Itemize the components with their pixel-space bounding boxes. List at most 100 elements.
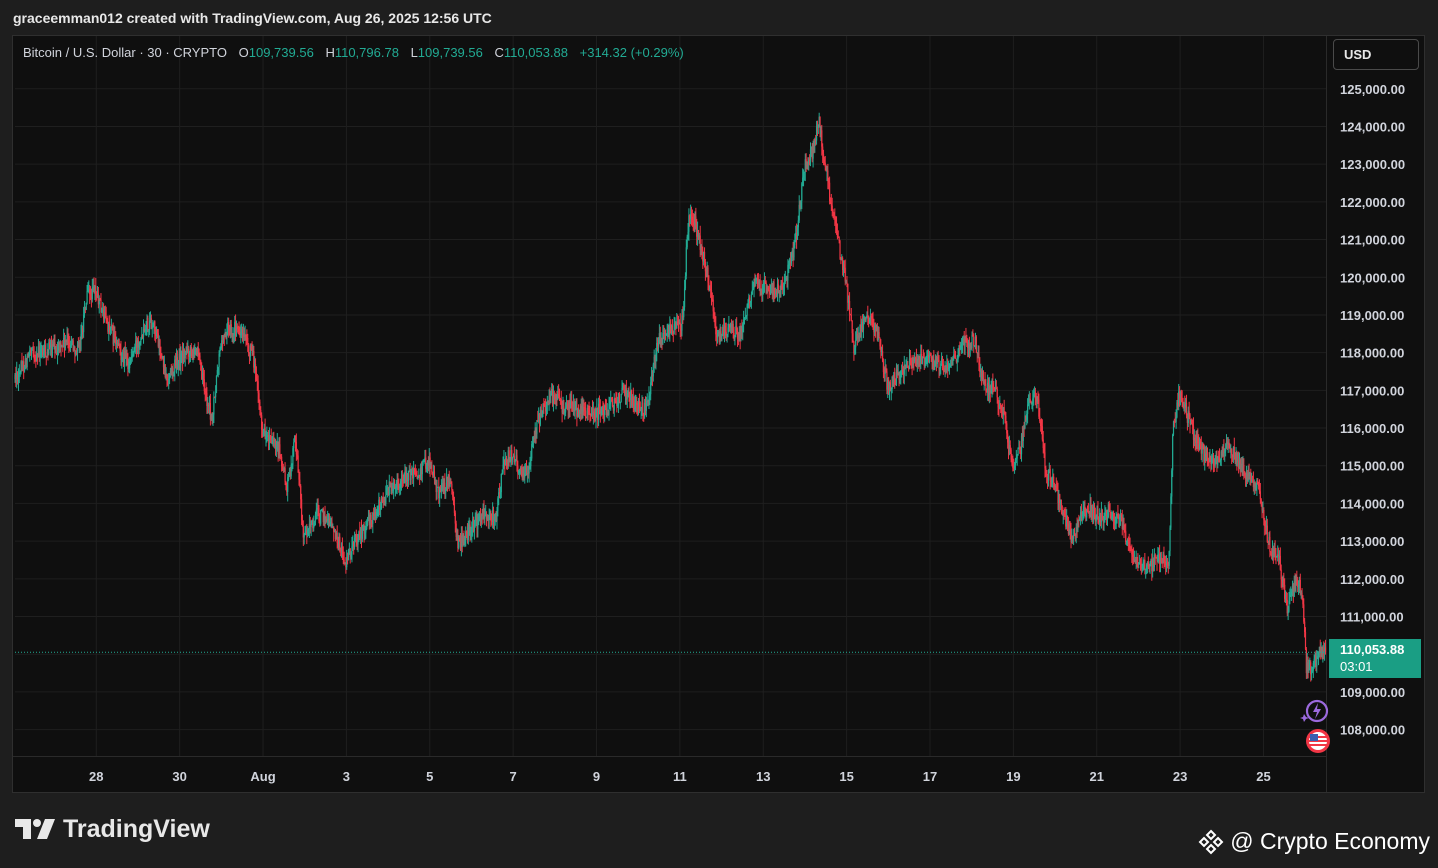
candle-body xyxy=(849,314,852,316)
symbol-label[interactable]: Bitcoin / U.S. Dollar · 30 · CRYPTO xyxy=(23,45,227,60)
candle-body xyxy=(921,353,923,358)
candle-body xyxy=(872,318,874,326)
candle-body xyxy=(802,172,805,178)
candle-body xyxy=(465,531,468,533)
candle-body xyxy=(370,515,372,521)
candle-body xyxy=(844,267,846,282)
candle-body xyxy=(1321,651,1323,654)
candle-body xyxy=(807,162,809,165)
candle-body xyxy=(488,514,490,521)
candle-body xyxy=(1174,421,1176,423)
candle-body xyxy=(424,457,426,461)
candle-body xyxy=(559,398,561,400)
candle-body xyxy=(133,347,135,355)
candle-body xyxy=(500,473,502,493)
candle-body xyxy=(1048,469,1050,471)
candle-body xyxy=(425,457,427,469)
candle-body xyxy=(364,532,366,534)
candle-body xyxy=(1213,464,1215,466)
candle-body xyxy=(127,357,129,370)
candle-body xyxy=(506,464,509,466)
lightning-event-icon[interactable] xyxy=(1300,697,1330,730)
candle-body xyxy=(336,532,338,543)
candle-body xyxy=(332,526,334,528)
candle-body xyxy=(610,400,612,404)
candle-body xyxy=(1169,527,1171,552)
candlestick-chart[interactable]: 108,000.00109,000.00110,000.00111,000.00… xyxy=(13,36,1424,792)
candle-body xyxy=(406,473,409,481)
candle-body xyxy=(1244,471,1246,476)
candle-body xyxy=(660,339,662,345)
candle-body xyxy=(1185,402,1187,408)
candle-body xyxy=(958,345,960,350)
candle-body xyxy=(994,388,996,390)
candle-body xyxy=(743,317,746,320)
candle-body xyxy=(1001,412,1004,416)
candle-body xyxy=(99,299,101,301)
candle-body xyxy=(1103,516,1105,522)
candle-body xyxy=(1067,523,1070,534)
currency-button[interactable]: USD xyxy=(1333,39,1419,70)
candle-body xyxy=(1183,404,1185,406)
candle-body xyxy=(191,350,193,356)
candle-body xyxy=(397,482,399,486)
time-tick-label: 30 xyxy=(172,769,186,784)
candle-body xyxy=(708,282,710,289)
candle-body xyxy=(343,559,345,564)
candle-body xyxy=(1165,561,1167,566)
candle-body xyxy=(965,337,967,342)
candle-body xyxy=(604,405,607,408)
candle-body xyxy=(525,466,528,475)
candle-body xyxy=(1305,649,1307,674)
candle-body xyxy=(1317,652,1320,657)
candle-body xyxy=(251,349,253,353)
candle-body xyxy=(182,351,184,363)
candle-body xyxy=(163,364,165,368)
candle-body xyxy=(748,297,750,303)
candle-body xyxy=(772,282,774,295)
candle-body xyxy=(510,450,512,462)
candle-body xyxy=(409,470,411,481)
candle-body xyxy=(665,334,667,336)
candle-body xyxy=(405,471,407,482)
candle-body xyxy=(357,540,359,545)
candle-body xyxy=(282,467,284,471)
us-flag-icon[interactable] xyxy=(1304,727,1330,760)
candle-body xyxy=(230,324,232,335)
candle-body xyxy=(1014,459,1017,466)
candle-body xyxy=(626,397,628,400)
candle-body xyxy=(320,509,322,524)
candle-body xyxy=(881,351,884,362)
candle-body xyxy=(437,486,439,488)
chart-pane[interactable]: 108,000.00109,000.00110,000.00111,000.00… xyxy=(12,35,1425,793)
price-tick-label: 112,000.00 xyxy=(1340,572,1404,587)
candle-body xyxy=(1032,398,1034,403)
candle-body xyxy=(776,290,778,296)
candle-body xyxy=(613,398,615,411)
candle-body xyxy=(1236,452,1238,462)
candle-body xyxy=(175,357,178,365)
candle-body xyxy=(1280,569,1282,580)
candle-body xyxy=(399,487,401,489)
candle-body xyxy=(87,289,89,292)
candle-body xyxy=(984,381,986,385)
candle-body xyxy=(52,344,54,346)
candle-body xyxy=(1080,512,1083,517)
candle-body xyxy=(580,405,582,415)
candle-body xyxy=(375,516,377,519)
candle-body xyxy=(1262,509,1264,511)
candle-body xyxy=(1074,535,1076,537)
candle-body xyxy=(795,232,798,240)
candle-body xyxy=(983,381,985,383)
candle-body xyxy=(215,375,218,394)
candle-body xyxy=(1138,563,1140,565)
candle-body xyxy=(73,347,75,351)
candle-body xyxy=(1093,505,1096,516)
candle-body xyxy=(814,139,816,146)
candle-body xyxy=(870,315,872,317)
candle-body xyxy=(287,475,290,478)
candle-body xyxy=(214,397,216,399)
candle-body xyxy=(583,406,585,408)
candle-body xyxy=(728,325,730,328)
candle-body xyxy=(900,371,902,376)
